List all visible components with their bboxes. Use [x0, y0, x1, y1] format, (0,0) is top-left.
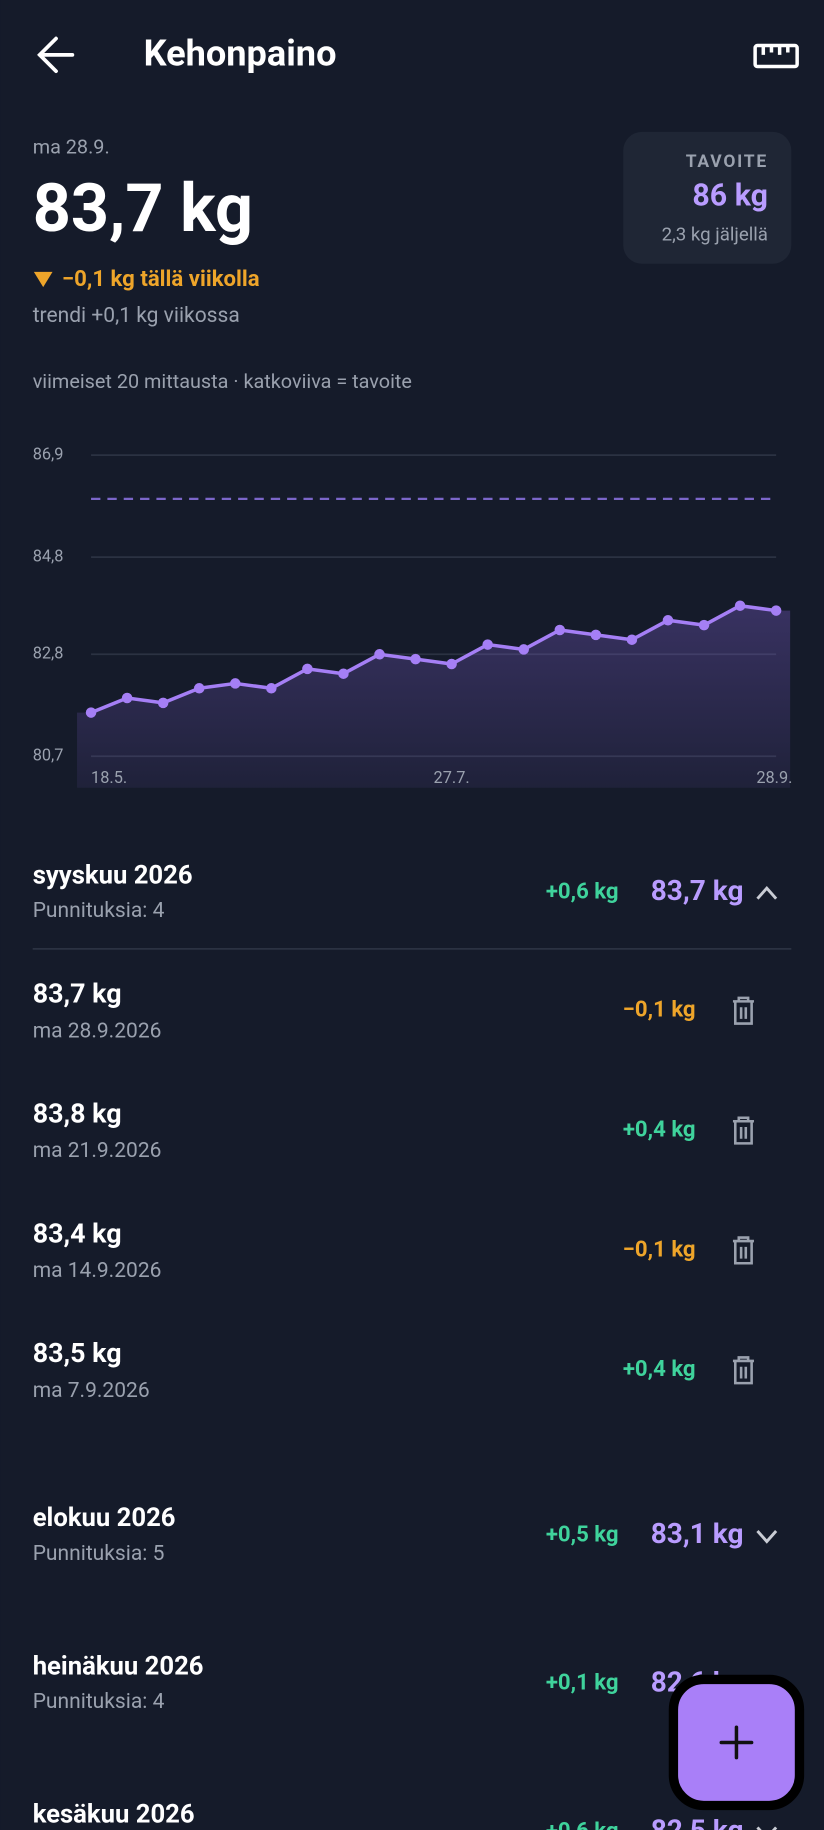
point — [266, 683, 277, 694]
back-button[interactable] — [37, 36, 75, 74]
point — [698, 619, 710, 631]
month-name: kesäkuu 2026 — [33, 1800, 195, 1830]
entry-weight: 83,5 kg — [33, 1337, 122, 1369]
month-change: +0,5 kg — [546, 1522, 619, 1548]
point — [302, 663, 313, 675]
month-header[interactable]: elokuu 2026 Punnituksia: 5 +0,5 kg 83,1 kg — [33, 1503, 778, 1566]
week-change: −0,1 kg tällä viikolla — [62, 266, 260, 292]
point — [590, 629, 602, 641]
entry-weight: 83,8 kg — [33, 1097, 122, 1129]
month-change: +0,6 kg — [546, 1818, 619, 1830]
area — [77, 605, 791, 788]
month-change: +0,6 kg — [546, 879, 619, 905]
entry-date: ma 14.9.2026 — [33, 1259, 162, 1283]
point — [157, 697, 169, 709]
latest-weight: 83,7 kg — [33, 170, 253, 248]
point — [338, 668, 349, 679]
chart-subtitle: viimeiset 20 mittausta · katkoviiva = ta… — [33, 370, 412, 393]
chart: 86,9 84,8 82,8 80,7 18.5. 27.7. 28.9. — [33, 444, 792, 788]
month-name: elokuu 2026 — [33, 1503, 176, 1533]
y-tick-label: 86,9 — [33, 444, 64, 463]
entry: 83,8 kg ma 21.9.2026 +0,4 kg — [33, 1097, 754, 1163]
y-tick-label: 84,8 — [33, 546, 64, 565]
chevron — [756, 885, 778, 900]
month-total: 83,7 kg — [651, 874, 744, 907]
line — [90, 603, 777, 715]
month-change: +0,1 kg — [546, 1670, 619, 1696]
delete-button[interactable] — [732, 996, 754, 1025]
month-count: Punnituksia: 5 — [33, 1542, 165, 1566]
month-count: Punnituksia: 4 — [33, 899, 165, 923]
x-tick-label: 18.5. — [91, 768, 127, 787]
entry-weight: 83,7 kg — [33, 978, 122, 1010]
point — [770, 605, 782, 616]
entry: 83,7 kg ma 28.9.2026 −0,1 kg — [33, 978, 754, 1043]
entry-change: −0,1 kg — [623, 997, 696, 1023]
entry-change: +0,4 kg — [623, 1116, 696, 1142]
trend: trendi +0,1 kg viikossa — [33, 304, 240, 328]
goal-remaining: 2,3 kg jäljellä — [662, 224, 768, 246]
month-name: syyskuu 2026 — [33, 860, 193, 890]
point — [410, 653, 421, 665]
point — [193, 683, 205, 694]
delete-button[interactable] — [732, 1356, 754, 1385]
latest-date: ma 28.9. — [33, 135, 110, 158]
point — [121, 692, 133, 704]
entry-change: −0,1 kg — [623, 1236, 696, 1262]
delete-button[interactable] — [732, 1116, 754, 1145]
point — [626, 634, 638, 645]
month-count: Punnituksia: 4 — [33, 1690, 165, 1714]
point — [554, 624, 566, 636]
point — [518, 644, 529, 655]
month-total: 83,1 kg — [651, 1517, 744, 1550]
month-header[interactable]: syyskuu 2026 Punnituksia: 4 +0,6 kg 83,7 kg — [33, 860, 778, 923]
y-tick-label: 82,8 — [33, 644, 64, 663]
point — [230, 678, 241, 689]
down-icon — [33, 271, 53, 288]
delete-button[interactable] — [732, 1236, 754, 1265]
entry-weight: 83,4 kg — [33, 1217, 122, 1249]
y-tick-label: 80,7 — [33, 746, 64, 765]
chevron — [756, 1530, 778, 1544]
month-total: 82,5 kg — [651, 1814, 744, 1830]
point — [446, 658, 457, 670]
month-name: heinäkuu 2026 — [33, 1651, 204, 1681]
add-button[interactable] — [668, 1674, 805, 1811]
point — [662, 615, 674, 626]
point — [482, 639, 493, 650]
point — [734, 600, 746, 611]
point — [374, 649, 385, 660]
ruler-button[interactable] — [753, 43, 799, 69]
entry-date: ma 7.9.2026 — [33, 1379, 150, 1403]
point — [85, 707, 97, 718]
entry-change: +0,4 kg — [623, 1356, 696, 1382]
page-title: Kehonpaino — [144, 32, 337, 75]
entry: 83,5 kg ma 7.9.2026 +0,4 kg — [33, 1337, 754, 1403]
entry-date: ma 21.9.2026 — [33, 1139, 162, 1163]
entry-date: ma 28.9.2026 — [33, 1019, 162, 1043]
goal-label: TAVOITE — [686, 152, 768, 172]
x-tick-label: 27.7. — [434, 768, 470, 787]
x-tick-label: 28.9. — [756, 768, 792, 787]
entry: 83,4 kg ma 14.9.2026 −0,1 kg — [33, 1217, 754, 1283]
month-header[interactable]: kesäkuu 2026 +0,6 kg 82,5 kg — [33, 1800, 778, 1830]
goal-card — [623, 131, 792, 264]
goal-value: 86 kg — [692, 178, 768, 213]
